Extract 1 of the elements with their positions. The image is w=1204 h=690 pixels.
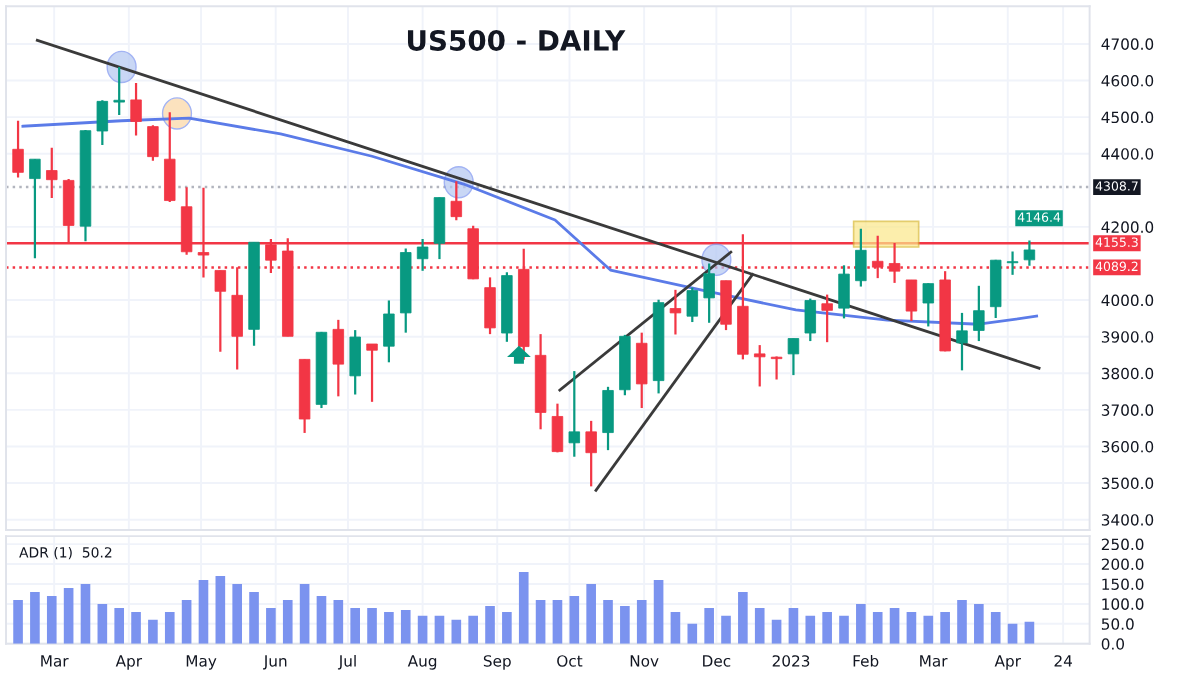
text: US500 - DAILY — [407, 29, 626, 51]
